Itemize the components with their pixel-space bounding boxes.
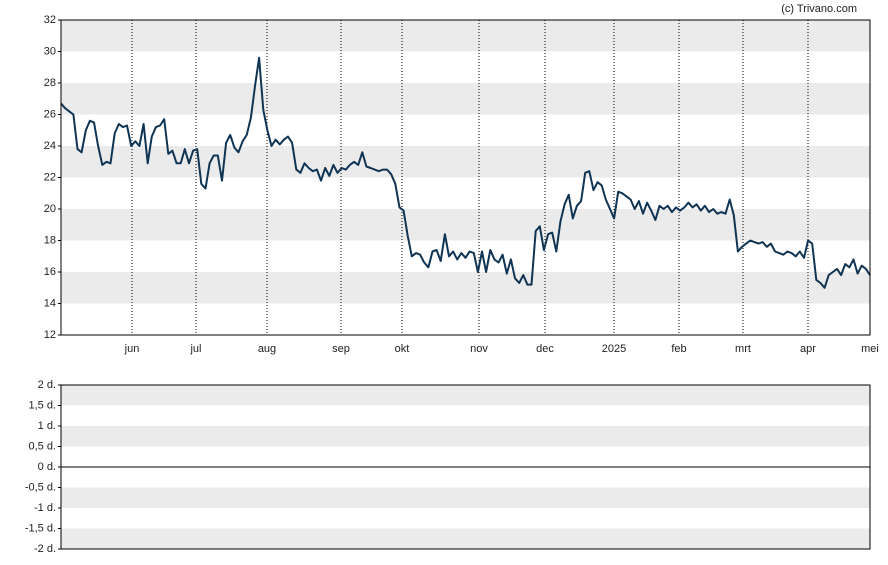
y-tick-label: 2 d. xyxy=(38,379,56,391)
x-tick-label: feb xyxy=(671,343,686,355)
y-tick-label: 1,5 d. xyxy=(28,399,56,411)
grid-band xyxy=(61,426,870,447)
y-tick-label: 18 xyxy=(44,234,56,246)
y-tick-label: 12 xyxy=(44,329,56,341)
y-tick-label: 0,5 d. xyxy=(28,440,56,452)
plot-frame xyxy=(60,19,871,336)
x-tick-label: 2025 xyxy=(602,343,626,355)
grid-band xyxy=(61,487,870,508)
y-tick-label: 26 xyxy=(44,108,56,120)
y-tick-label: 30 xyxy=(44,45,56,57)
x-tick-label: nov xyxy=(470,343,488,355)
grid-band xyxy=(61,272,870,304)
x-tick-label: okt xyxy=(395,343,410,355)
y-tick-label: 16 xyxy=(44,266,56,278)
y-tick-label: 24 xyxy=(44,140,56,152)
grid-band xyxy=(61,146,870,178)
plot-frame xyxy=(60,384,871,550)
x-tick-label: jun xyxy=(124,343,140,355)
y-tick-label: -0,5 d. xyxy=(25,481,56,493)
y-tick-label: 0 d. xyxy=(38,461,56,473)
x-tick-label: apr xyxy=(800,343,816,355)
grid-band xyxy=(61,209,870,241)
price-line xyxy=(60,56,871,289)
grid-band xyxy=(61,20,870,52)
y-tick-label: 1 d. xyxy=(38,420,56,432)
y-tick-label: 32 xyxy=(44,14,56,26)
x-tick-label: sep xyxy=(332,343,350,355)
grid-band xyxy=(61,528,870,549)
x-tick-label: aug xyxy=(258,343,276,355)
y-tick-label: 14 xyxy=(44,297,56,309)
x-tick-label: mei xyxy=(861,343,879,355)
x-tick-label: jul xyxy=(189,343,201,355)
x-tick-label: dec xyxy=(536,343,554,355)
source: (c) Trivano.com xyxy=(781,3,857,15)
y-tick-label: -1 d. xyxy=(34,502,56,514)
x-tick-label: mrt xyxy=(735,343,751,355)
y-tick-label: -2 d. xyxy=(34,543,56,555)
grid-band xyxy=(61,385,870,406)
y-tick-label: 28 xyxy=(44,77,56,89)
y-tick-label: 20 xyxy=(44,203,56,215)
y-tick-label: 22 xyxy=(44,171,56,183)
y-tick-label: -1,5 d. xyxy=(25,522,56,534)
grid-band xyxy=(61,83,870,115)
